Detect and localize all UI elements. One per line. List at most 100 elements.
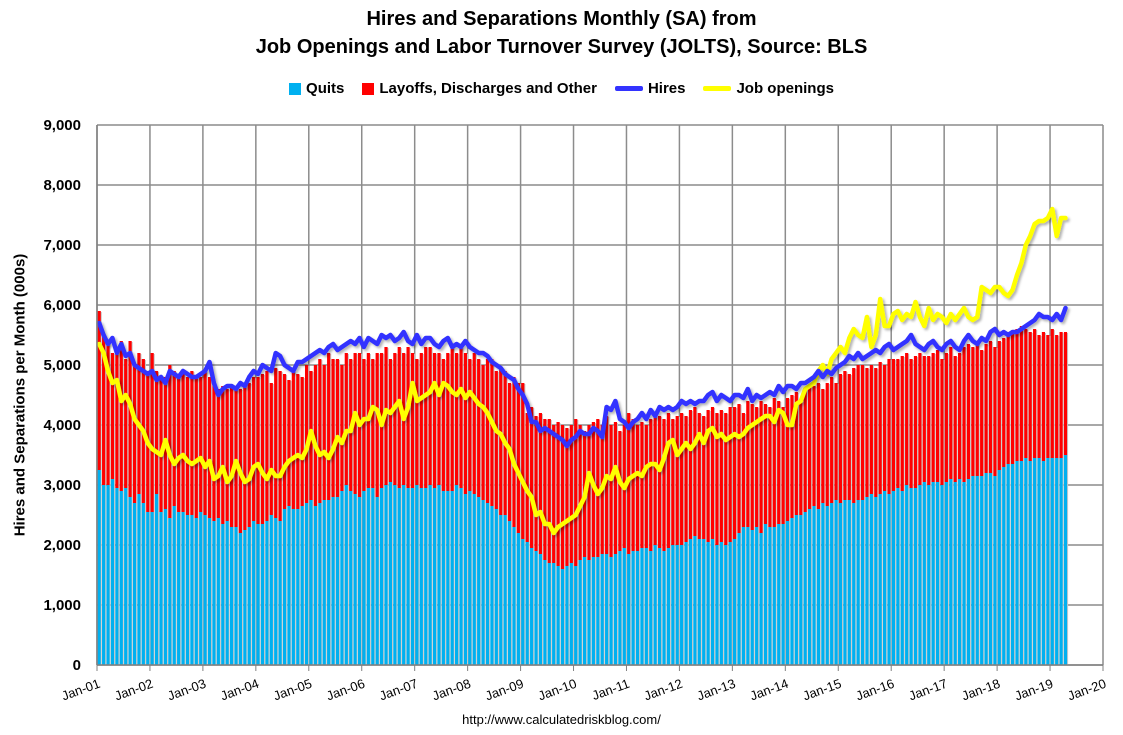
bar-layoffs bbox=[207, 377, 212, 518]
bar-layoffs bbox=[587, 425, 591, 560]
bar-quits bbox=[675, 545, 679, 665]
bar-quits bbox=[569, 563, 573, 665]
bar-layoffs bbox=[490, 359, 494, 506]
bar-layoffs bbox=[132, 365, 137, 503]
bar-layoffs bbox=[618, 431, 622, 551]
bar-quits bbox=[150, 512, 154, 665]
x-tick-label: Jan-14 bbox=[748, 676, 790, 704]
bar-layoffs bbox=[543, 419, 547, 560]
x-tick-label: Jan-10 bbox=[536, 676, 578, 704]
bar-quits bbox=[781, 524, 785, 665]
bar-quits bbox=[455, 485, 459, 665]
bar-quits bbox=[825, 506, 829, 665]
bar-quits bbox=[600, 554, 604, 665]
bar-quits bbox=[993, 476, 997, 665]
bar-quits bbox=[693, 536, 697, 665]
bar-layoffs bbox=[119, 341, 123, 491]
bar-layoffs bbox=[1041, 332, 1046, 461]
bar-quits bbox=[507, 521, 512, 665]
bar-quits bbox=[838, 503, 843, 665]
bar-layoffs bbox=[710, 407, 715, 539]
bar-quits bbox=[327, 500, 331, 665]
bar-quits bbox=[432, 488, 437, 665]
bar-quits bbox=[834, 500, 838, 665]
chart-subtitle: Job Openings and Labor Turnover Survey (… bbox=[255, 36, 868, 58]
y-tick-label: 0 bbox=[73, 657, 81, 674]
bar-layoffs bbox=[860, 365, 865, 500]
bar-layoffs bbox=[1015, 329, 1019, 461]
bar-quits bbox=[146, 512, 150, 665]
bar-layoffs bbox=[124, 359, 128, 488]
bar-quits bbox=[287, 506, 291, 665]
bar-layoffs bbox=[432, 353, 437, 488]
bar-quits bbox=[755, 527, 759, 665]
bar-quits bbox=[816, 509, 820, 665]
bar-layoffs bbox=[913, 356, 918, 488]
bar-quits bbox=[269, 515, 273, 665]
bar-quits bbox=[216, 518, 220, 665]
bar-quits bbox=[852, 503, 856, 665]
bar-layoffs bbox=[243, 383, 247, 530]
bar-quits bbox=[185, 515, 190, 665]
bar-quits bbox=[525, 542, 529, 665]
bar-quits bbox=[984, 473, 988, 665]
bar-quits bbox=[304, 503, 309, 665]
bar-layoffs bbox=[203, 371, 207, 515]
legend-swatch-hires bbox=[614, 86, 643, 91]
bar-quits bbox=[300, 506, 304, 665]
legend: Quits Layoffs, Discharges and Other Hire… bbox=[0, 80, 1123, 97]
y-tick-label: 1,000 bbox=[43, 597, 81, 614]
bar-layoffs bbox=[538, 413, 543, 554]
bar-layoffs bbox=[653, 416, 657, 545]
bar-layoffs bbox=[918, 353, 922, 485]
bar-quits bbox=[137, 494, 141, 665]
bar-layoffs bbox=[278, 371, 282, 521]
bar-layoffs bbox=[494, 371, 498, 509]
bar-layoffs bbox=[887, 359, 891, 494]
bar-quits bbox=[168, 518, 172, 665]
bar-quits bbox=[128, 497, 132, 665]
bar-layoffs bbox=[993, 347, 997, 476]
x-tick-label: Jan-04 bbox=[218, 676, 260, 704]
bar-layoffs bbox=[596, 419, 600, 557]
bar-quits bbox=[680, 545, 684, 665]
bar-quits bbox=[380, 488, 384, 665]
legend-swatch-quits bbox=[289, 82, 302, 95]
bar-quits bbox=[591, 557, 595, 665]
bar-layoffs bbox=[463, 353, 468, 494]
bar-layoffs bbox=[199, 377, 203, 512]
bar-layoffs bbox=[697, 413, 701, 539]
bar-quits bbox=[110, 479, 115, 665]
bar-layoffs bbox=[1055, 335, 1059, 458]
bar-layoffs bbox=[499, 368, 503, 515]
bar-layoffs bbox=[657, 416, 662, 548]
bar-layoffs bbox=[1006, 335, 1010, 464]
bar-quits bbox=[1010, 464, 1015, 665]
bar-layoffs bbox=[922, 356, 926, 482]
bar-layoffs bbox=[847, 374, 851, 500]
bar-quits bbox=[415, 485, 419, 665]
bar-quits bbox=[256, 524, 260, 665]
bar-layoffs bbox=[865, 368, 869, 497]
bar-quits bbox=[375, 497, 379, 665]
bar-layoffs bbox=[468, 359, 472, 491]
bar-quits bbox=[441, 491, 445, 665]
bar-layoffs bbox=[154, 371, 159, 494]
bar-quits bbox=[106, 485, 110, 665]
bar-quits bbox=[190, 515, 194, 665]
bar-layoffs bbox=[265, 371, 269, 521]
bar-quits bbox=[777, 524, 781, 665]
bar-layoffs bbox=[688, 410, 693, 539]
bar-layoffs bbox=[812, 386, 816, 506]
bar-quits bbox=[331, 497, 335, 665]
bar-quits bbox=[799, 515, 803, 665]
x-tick-label: Jan-01 bbox=[60, 676, 102, 704]
bar-quits bbox=[702, 539, 706, 665]
bar-quits bbox=[512, 527, 516, 665]
bar-quits bbox=[446, 491, 450, 665]
bar-quits bbox=[728, 542, 732, 665]
bar-layoffs bbox=[388, 359, 393, 482]
bar-quits bbox=[296, 509, 300, 665]
bar-quits bbox=[1033, 458, 1037, 665]
bar-layoffs bbox=[327, 353, 331, 500]
